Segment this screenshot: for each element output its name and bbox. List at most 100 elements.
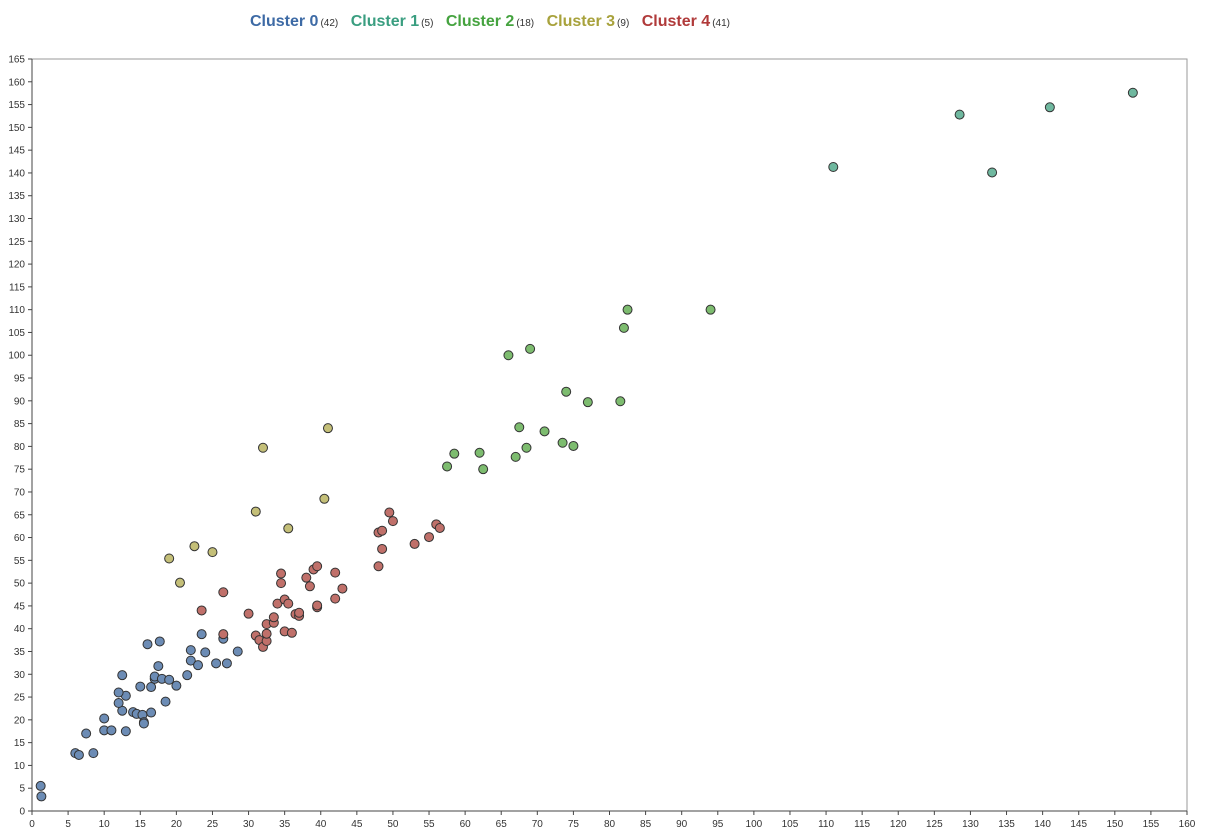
y-tick-label: 65 <box>14 510 26 521</box>
cluster-0-point <box>146 707 157 718</box>
x-tick-label: 135 <box>998 819 1015 830</box>
x-tick-label: 140 <box>1034 819 1051 830</box>
x-tick-label: 75 <box>568 819 580 830</box>
y-tick-label: 35 <box>14 647 26 658</box>
legend-item-cluster-0[interactable]: Cluster 0 (42) <box>250 13 338 31</box>
x-tick-label: 90 <box>676 819 688 830</box>
cluster-2-point <box>618 322 629 333</box>
chart-legend: Cluster 0 (42) Cluster 1 (5) Cluster 2 (18)… <box>0 13 980 31</box>
y-tick-label: 105 <box>8 328 25 339</box>
x-tick-label: 30 <box>243 819 255 830</box>
y-tick-label: 25 <box>14 693 26 704</box>
legend-count: (18) <box>516 18 535 29</box>
y-tick-label: 120 <box>8 260 25 271</box>
cluster-0-point <box>182 670 193 681</box>
cluster-2-point <box>474 447 485 458</box>
legend-item-cluster-2[interactable]: Cluster 2 (18) <box>446 13 534 31</box>
cluster-4-point <box>330 567 341 578</box>
cluster-4-point <box>312 561 323 572</box>
cluster-0-point <box>73 749 84 760</box>
cluster-2-point <box>582 397 593 408</box>
cluster-4-point <box>196 605 207 616</box>
cluster-0-point <box>138 718 149 729</box>
cluster-2-point <box>568 440 579 451</box>
y-tick-label: 90 <box>14 396 26 407</box>
cluster-4-point <box>434 522 445 533</box>
cluster-0-point <box>99 713 110 724</box>
cluster-3-point <box>189 541 200 552</box>
cluster-0-point <box>154 636 165 647</box>
cluster-0-point <box>232 646 243 657</box>
cluster-0-point <box>117 670 128 681</box>
cluster-0-point <box>88 748 99 759</box>
cluster-0-point <box>113 687 124 698</box>
cluster-0-point <box>81 728 92 739</box>
cluster-0-point <box>164 674 175 685</box>
cluster-2-point <box>705 304 716 315</box>
legend-count: (9) <box>617 18 630 29</box>
x-tick-label: 120 <box>890 819 907 830</box>
y-tick-label: 0 <box>19 807 25 818</box>
cluster-4-point <box>286 627 297 638</box>
y-tick-label: 100 <box>8 351 25 362</box>
cluster-4-point <box>276 568 287 579</box>
cluster-1-point <box>1044 102 1055 113</box>
cluster-4-point <box>218 587 229 598</box>
cluster-3-point <box>319 493 330 504</box>
x-tick-label: 65 <box>496 819 508 830</box>
legend-item-cluster-3[interactable]: Cluster 3 (9) <box>547 13 630 31</box>
cluster-0-point <box>196 629 207 640</box>
cluster-1-point <box>828 162 839 173</box>
cluster-4-point <box>384 507 395 518</box>
x-tick-label: 95 <box>712 819 724 830</box>
cluster-3-point <box>250 506 261 517</box>
cluster-0-point <box>135 681 146 692</box>
legend-count: (5) <box>421 18 434 29</box>
x-tick-label: 45 <box>351 819 363 830</box>
y-tick-label: 160 <box>8 77 25 88</box>
y-tick-label: 80 <box>14 442 26 453</box>
x-tick-label: 145 <box>1070 819 1087 830</box>
legend-name: Cluster 3 <box>546 13 616 30</box>
y-tick-label: 145 <box>8 146 25 157</box>
cluster-0-point <box>120 726 131 737</box>
x-tick-label: 50 <box>387 819 399 830</box>
cluster-0-point <box>146 682 157 693</box>
cluster-4-point <box>373 561 384 572</box>
cluster-2-point <box>449 448 460 459</box>
cluster-4-point <box>337 583 348 594</box>
cluster-4-point <box>218 629 229 640</box>
cluster-0-point <box>211 658 222 669</box>
y-tick-label: 150 <box>8 123 25 134</box>
y-tick-label: 95 <box>14 374 26 385</box>
x-tick-label: 60 <box>460 819 472 830</box>
cluster-1-point <box>954 109 965 120</box>
y-tick-label: 45 <box>14 601 26 612</box>
y-tick-label: 110 <box>9 305 25 316</box>
y-tick-label: 85 <box>14 419 26 430</box>
cluster-4-point <box>276 578 287 589</box>
y-tick-label: 20 <box>14 715 26 726</box>
x-tick-label: 150 <box>1106 819 1123 830</box>
cluster-0-point <box>35 780 46 791</box>
cluster-0-point <box>185 645 196 656</box>
cluster-0-point <box>193 660 204 671</box>
x-tick-label: 0 <box>29 819 35 830</box>
y-tick-label: 70 <box>14 487 26 498</box>
cluster-0-point <box>153 661 164 672</box>
y-tick-label: 135 <box>8 191 25 202</box>
cluster-3-point <box>174 577 185 588</box>
y-tick-label: 130 <box>8 214 25 225</box>
legend-item-cluster-1[interactable]: Cluster 1 (5) <box>351 13 434 31</box>
cluster-2-point <box>557 437 568 448</box>
legend-item-cluster-4[interactable]: Cluster 4 (41) <box>642 13 730 31</box>
cluster-2-point <box>503 350 514 361</box>
legend-name: Cluster 0 <box>249 13 319 30</box>
legend-name: Cluster 1 <box>350 13 420 30</box>
cluster-2-point <box>525 343 536 354</box>
legend-name: Cluster 4 <box>641 13 711 30</box>
cluster-0-point <box>142 639 153 650</box>
cluster-2-point <box>521 442 532 453</box>
y-tick-label: 5 <box>19 784 25 795</box>
cluster-4-point <box>268 612 279 623</box>
